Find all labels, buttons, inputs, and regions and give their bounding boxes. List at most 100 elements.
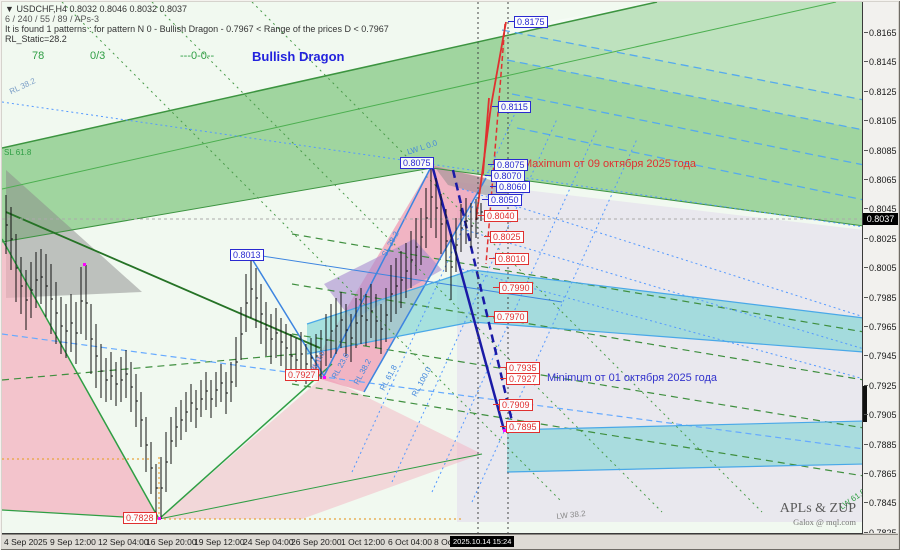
- band-stripe-1: [502, 2, 862, 100]
- price-axis-tick: 0.8045: [864, 204, 897, 214]
- apex-fan-d: [158, 453, 483, 520]
- pattern-count: 78: [32, 50, 45, 62]
- skydash2: [506, 59, 862, 131]
- steep4: [471, 138, 638, 503]
- purple-overlap: [324, 239, 442, 320]
- price-axis-tick: 0.8145: [864, 57, 897, 67]
- indicator-author: Galox @ mql.com: [793, 517, 856, 527]
- zigzag-point-dot: [503, 429, 506, 432]
- skydash3: [511, 93, 862, 166]
- zigzag-point-dot: [158, 517, 161, 520]
- price-flag: 0.7909: [493, 399, 533, 411]
- zigzag-point-dot: [323, 376, 326, 379]
- price-flag: 0.8175: [508, 16, 548, 28]
- apex-fan-c: [158, 363, 333, 520]
- cyanA-top-l: [306, 269, 473, 325]
- price-axis[interactable]: 0.8165 0.8145 0.8125 0.8105 0.8085 0.8065 0.80…: [863, 2, 898, 533]
- time-axis-tick: 12 Sep 04:00: [98, 537, 149, 547]
- price-flag: 0.7828: [123, 512, 157, 524]
- time-axis-tick: 6 Oct 04:00: [388, 537, 432, 547]
- green-trendline: [5, 211, 321, 349]
- bluedot-f1: [461, 188, 862, 317]
- green-band-top: [2, 2, 658, 149]
- steep3: [431, 128, 598, 493]
- price-axis-tick: 0.7985: [864, 293, 897, 303]
- price-flag: 0.8070: [485, 170, 525, 182]
- price-axis-tick: 0.7965: [864, 322, 897, 332]
- time-axis[interactable]: 4 Sep 2025 9 Sep 12:00 12 Sep 04:00 16 Sep …: [2, 534, 898, 549]
- navy-dashed: [451, 169, 517, 435]
- bluedash-low: [2, 333, 862, 450]
- pattern-name: Bullish Dragon: [252, 49, 345, 64]
- price-flag: 0.8025: [484, 231, 524, 243]
- steep2: [391, 118, 558, 483]
- price-flag: 0.8050: [482, 194, 522, 206]
- band-inner: [2, 2, 837, 190]
- price-flag: 0.7990: [493, 282, 533, 294]
- price-axis-tick: 0.8125: [864, 87, 897, 97]
- cyanA-bot-l: [306, 321, 473, 355]
- price-bars: [5, 165, 483, 519]
- gdot2: [151, 2, 663, 513]
- time-axis-tick: 1 Oct 12:00: [341, 537, 385, 547]
- price-axis-tick: 0.8085: [864, 146, 897, 156]
- price-flag: 0.7970: [488, 311, 528, 323]
- indicator-title: APLs & ZUP: [779, 501, 856, 516]
- price-flag: 0.8115: [492, 101, 531, 113]
- fib-line-label: SL 61.8: [4, 148, 32, 157]
- price-axis-tick: 0.7945: [864, 351, 897, 361]
- extremum-annotation: Maximum от 09 октября 2025 года: [523, 158, 697, 170]
- price-flag: 0.8013: [230, 249, 264, 261]
- price-axis-tick: 0.8165: [864, 28, 897, 38]
- price-axis-tick: 0.8025: [864, 234, 897, 244]
- price-axis-tick: 0.7845: [864, 498, 897, 508]
- time-axis-tick: 26 Sep 20:00: [291, 537, 342, 547]
- time-axis-tick: 19 Sep 12:00: [194, 537, 245, 547]
- gdot1: [61, 2, 563, 503]
- zigzag2: [323, 164, 433, 377]
- green-band: [2, 2, 862, 242]
- price-axis-tick: 0.8065: [864, 175, 897, 185]
- current-price-box: 0.8037: [863, 213, 898, 225]
- pattern-ratio: 0/3: [90, 50, 106, 62]
- red3: [482, 97, 490, 175]
- price-axis-tick: 0.7905: [864, 410, 897, 420]
- price-axis-tick: 0.8105: [864, 116, 897, 126]
- red-dashed: [485, 23, 506, 265]
- band-stripe-2: [502, 30, 862, 130]
- gdash4: [291, 383, 862, 477]
- cyanA-top-r: [471, 269, 862, 319]
- gray-wedge-left: [6, 170, 142, 298]
- pink-fan-right: [159, 376, 482, 519]
- cyanB-top: [506, 420, 862, 431]
- price-flag: 0.7927: [500, 373, 540, 385]
- time-axis-tick: 9 Sep 12:00: [50, 537, 96, 547]
- extremum-annotation: Minimum от 01 октября 2025 года: [547, 372, 717, 384]
- chart-canvas: [2, 2, 862, 533]
- gdash2: [291, 283, 862, 381]
- bar-offset-marker: [863, 386, 867, 422]
- gdash5: [2, 353, 298, 381]
- time-axis-tick: 24 Sep 04:00: [243, 537, 294, 547]
- time-axis-tick: 4 Sep 2025: [4, 537, 48, 547]
- skydash1: [501, 29, 862, 101]
- skydash4: [516, 127, 862, 201]
- steep1: [351, 108, 518, 473]
- price-flag: 0.8010: [489, 253, 529, 265]
- price-axis-tick: 0.7925: [864, 381, 897, 391]
- cyan-band-upper: [307, 270, 862, 354]
- green-band-bottom-left: [2, 167, 433, 243]
- price-flag: 0.7927: [285, 369, 319, 381]
- pattern-dashes: ---0-0--: [180, 50, 215, 62]
- price-flag: 0.8040: [478, 210, 518, 222]
- price-axis-tick: 0.7885: [864, 440, 897, 450]
- zigzag-point-dot: [83, 263, 86, 266]
- current-time-box: 2025.10.14 15:24: [450, 536, 515, 547]
- chart-plot-area[interactable]: ▼ USDCHF,H4 0.8032 0.8046 0.8032 0.8037 …: [2, 2, 863, 534]
- time-axis-tick: 16 Sep 20:00: [146, 537, 197, 547]
- gray-wedge-peak: [434, 166, 507, 201]
- cyanB-bot: [506, 463, 862, 473]
- price-axis-tick: 0.7865: [864, 469, 897, 479]
- price-axis-tick: 0.7825: [864, 528, 897, 533]
